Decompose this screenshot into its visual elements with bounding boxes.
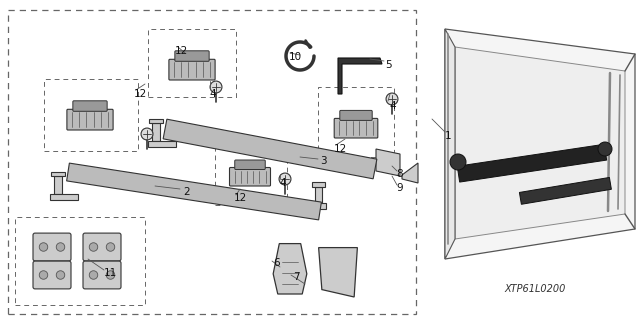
Circle shape (39, 243, 48, 251)
Text: 5: 5 (385, 60, 391, 70)
Bar (148, 29, 236, 97)
FancyBboxPatch shape (67, 109, 113, 130)
Polygon shape (315, 187, 322, 203)
Polygon shape (319, 248, 357, 297)
Polygon shape (376, 149, 400, 176)
Bar (215, 147, 287, 205)
Text: 3: 3 (320, 156, 326, 166)
Text: 6: 6 (274, 258, 280, 268)
FancyBboxPatch shape (340, 110, 372, 120)
Text: 4: 4 (210, 89, 216, 99)
Polygon shape (273, 244, 307, 294)
Circle shape (89, 271, 98, 279)
Text: 10: 10 (289, 52, 301, 62)
Text: 4: 4 (280, 178, 286, 188)
FancyBboxPatch shape (83, 261, 121, 289)
Circle shape (39, 271, 48, 279)
Bar (318, 87, 394, 157)
Circle shape (450, 154, 466, 170)
Circle shape (141, 128, 153, 140)
Text: 12: 12 (234, 193, 246, 203)
Circle shape (279, 173, 291, 185)
Circle shape (386, 93, 398, 105)
Text: 12: 12 (174, 46, 188, 56)
Polygon shape (445, 29, 455, 259)
Text: 9: 9 (397, 183, 403, 193)
Polygon shape (402, 163, 418, 183)
Polygon shape (445, 29, 635, 259)
FancyBboxPatch shape (230, 167, 271, 186)
Circle shape (56, 243, 65, 251)
Polygon shape (455, 47, 625, 239)
FancyBboxPatch shape (83, 233, 121, 261)
FancyBboxPatch shape (334, 118, 378, 138)
Circle shape (210, 81, 222, 93)
Circle shape (89, 243, 98, 251)
Polygon shape (149, 119, 163, 123)
Bar (15, 217, 145, 305)
Text: XTP61L0200: XTP61L0200 (504, 284, 566, 294)
Polygon shape (148, 141, 177, 147)
Text: 12: 12 (133, 89, 147, 99)
Text: 4: 4 (390, 101, 396, 111)
Polygon shape (67, 163, 321, 220)
Text: 1: 1 (445, 131, 451, 141)
FancyBboxPatch shape (33, 261, 71, 289)
Text: 7: 7 (292, 272, 300, 282)
Text: 11: 11 (104, 268, 116, 278)
Polygon shape (51, 172, 65, 176)
FancyBboxPatch shape (169, 59, 215, 80)
Polygon shape (152, 123, 160, 141)
Polygon shape (312, 182, 325, 187)
Circle shape (106, 243, 115, 251)
Polygon shape (163, 119, 377, 179)
FancyBboxPatch shape (175, 51, 209, 61)
Polygon shape (50, 194, 79, 200)
Circle shape (598, 142, 612, 156)
FancyBboxPatch shape (33, 233, 71, 261)
Bar (8, 10, 416, 314)
Polygon shape (299, 203, 326, 209)
Polygon shape (338, 58, 382, 94)
Polygon shape (458, 144, 607, 182)
FancyBboxPatch shape (235, 160, 265, 169)
Polygon shape (520, 177, 611, 204)
Bar (44, 79, 138, 151)
FancyBboxPatch shape (73, 101, 107, 111)
Text: 8: 8 (397, 169, 403, 179)
Circle shape (56, 271, 65, 279)
Text: 12: 12 (333, 144, 347, 154)
Polygon shape (54, 176, 62, 194)
Text: 2: 2 (184, 187, 190, 197)
Circle shape (106, 271, 115, 279)
